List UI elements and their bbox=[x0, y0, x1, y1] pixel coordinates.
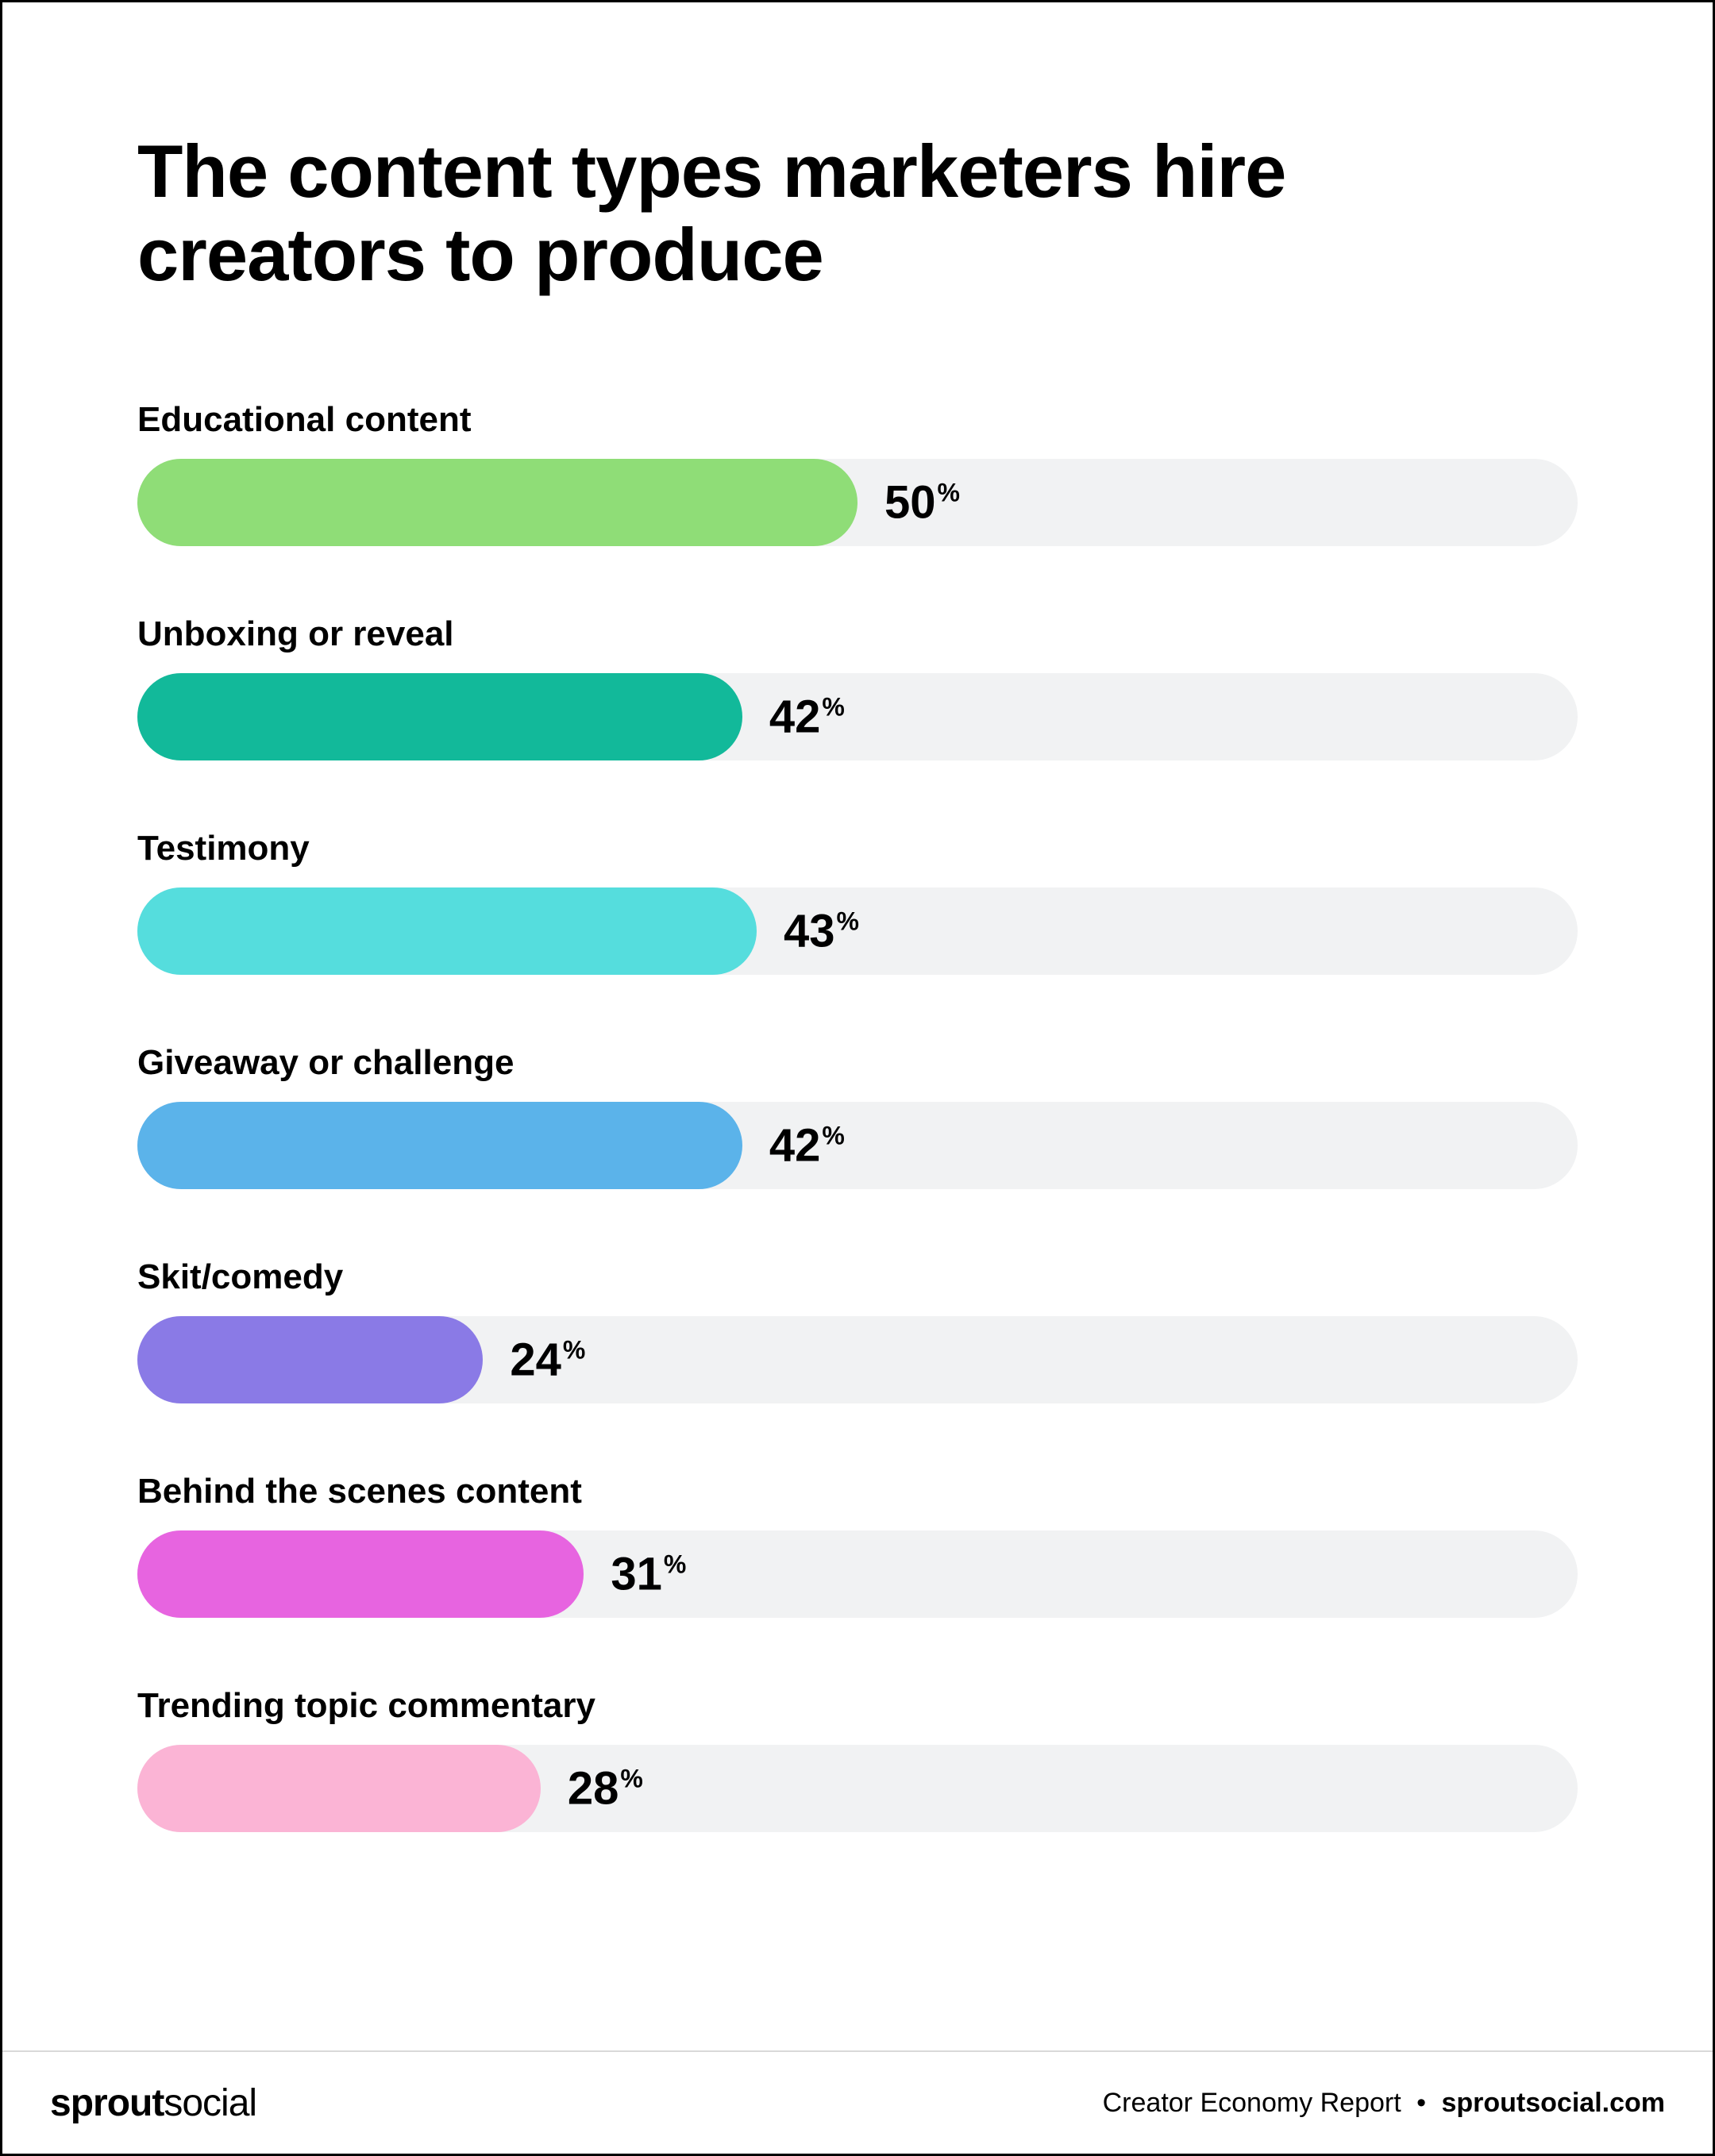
bar-fill bbox=[137, 1316, 483, 1403]
bar-label: Educational content bbox=[137, 400, 1578, 440]
bar-value: 31% bbox=[611, 1547, 686, 1600]
bar-fill bbox=[137, 673, 742, 760]
bar-track: 28% bbox=[137, 1745, 1578, 1832]
bar-row: Testimony 43% bbox=[137, 829, 1578, 975]
bar-value: 28% bbox=[568, 1761, 643, 1815]
bar-value-number: 43 bbox=[784, 905, 835, 957]
bar-label: Unboxing or reveal bbox=[137, 614, 1578, 654]
bar-value: 43% bbox=[784, 904, 859, 957]
percent-sign: % bbox=[822, 693, 844, 722]
bar-fill bbox=[137, 1102, 742, 1189]
bar-value: 42% bbox=[769, 690, 845, 743]
site-url: sproutsocial.com bbox=[1441, 2088, 1665, 2118]
bar-label: Trending topic commentary bbox=[137, 1686, 1578, 1726]
bar-value-number: 24 bbox=[510, 1334, 561, 1385]
bar-fill bbox=[137, 459, 858, 546]
bar-label: Skit/comedy bbox=[137, 1257, 1578, 1297]
bar-row: Unboxing or reveal 42% bbox=[137, 614, 1578, 760]
percent-sign: % bbox=[938, 479, 960, 507]
bar-value-number: 31 bbox=[611, 1548, 662, 1600]
bar-row: Trending topic commentary 28% bbox=[137, 1686, 1578, 1832]
bar-row: Behind the scenes content 31% bbox=[137, 1472, 1578, 1618]
percent-sign: % bbox=[664, 1550, 686, 1579]
bar-value: 24% bbox=[510, 1333, 585, 1386]
bar-fill bbox=[137, 1530, 584, 1618]
bar-value: 50% bbox=[884, 475, 960, 529]
bar-track: 31% bbox=[137, 1530, 1578, 1618]
bar-label: Testimony bbox=[137, 829, 1578, 868]
bar-track: 42% bbox=[137, 673, 1578, 760]
footer: sproutsocial Creator Economy Report • sp… bbox=[2, 2050, 1713, 2154]
percent-sign: % bbox=[563, 1336, 585, 1365]
chart-frame: The content types marketers hire creator… bbox=[0, 0, 1715, 2156]
percent-sign: % bbox=[837, 907, 859, 936]
percent-sign: % bbox=[620, 1765, 642, 1793]
bar-value-number: 42 bbox=[769, 1119, 821, 1171]
chart-title: The content types marketers hire creator… bbox=[137, 129, 1578, 297]
bar-value: 42% bbox=[769, 1118, 845, 1172]
bar-value-number: 50 bbox=[884, 476, 936, 528]
bar-fill bbox=[137, 887, 757, 975]
bar-row: Giveaway or challenge 42% bbox=[137, 1043, 1578, 1189]
bar-label: Behind the scenes content bbox=[137, 1472, 1578, 1511]
bar-value-number: 42 bbox=[769, 691, 821, 742]
bar-row: Educational content 50% bbox=[137, 400, 1578, 546]
brand-logo: sproutsocial bbox=[50, 2081, 256, 2125]
bar-value-number: 28 bbox=[568, 1762, 619, 1814]
bar-fill bbox=[137, 1745, 541, 1832]
bar-track: 50% bbox=[137, 459, 1578, 546]
percent-sign: % bbox=[822, 1122, 844, 1150]
bar-track: 42% bbox=[137, 1102, 1578, 1189]
bar-row: Skit/comedy 24% bbox=[137, 1257, 1578, 1403]
bar-track: 43% bbox=[137, 887, 1578, 975]
source-line: Creator Economy Report • sproutsocial.co… bbox=[1103, 2088, 1665, 2119]
bar-track: 24% bbox=[137, 1316, 1578, 1403]
report-name: Creator Economy Report bbox=[1103, 2088, 1401, 2118]
brand-bold: sprout bbox=[50, 2082, 164, 2124]
separator: • bbox=[1416, 2088, 1426, 2118]
brand-light: social bbox=[164, 2082, 256, 2124]
bars-container: Educational content50%Unboxing or reveal… bbox=[137, 400, 1578, 1832]
bar-label: Giveaway or challenge bbox=[137, 1043, 1578, 1083]
